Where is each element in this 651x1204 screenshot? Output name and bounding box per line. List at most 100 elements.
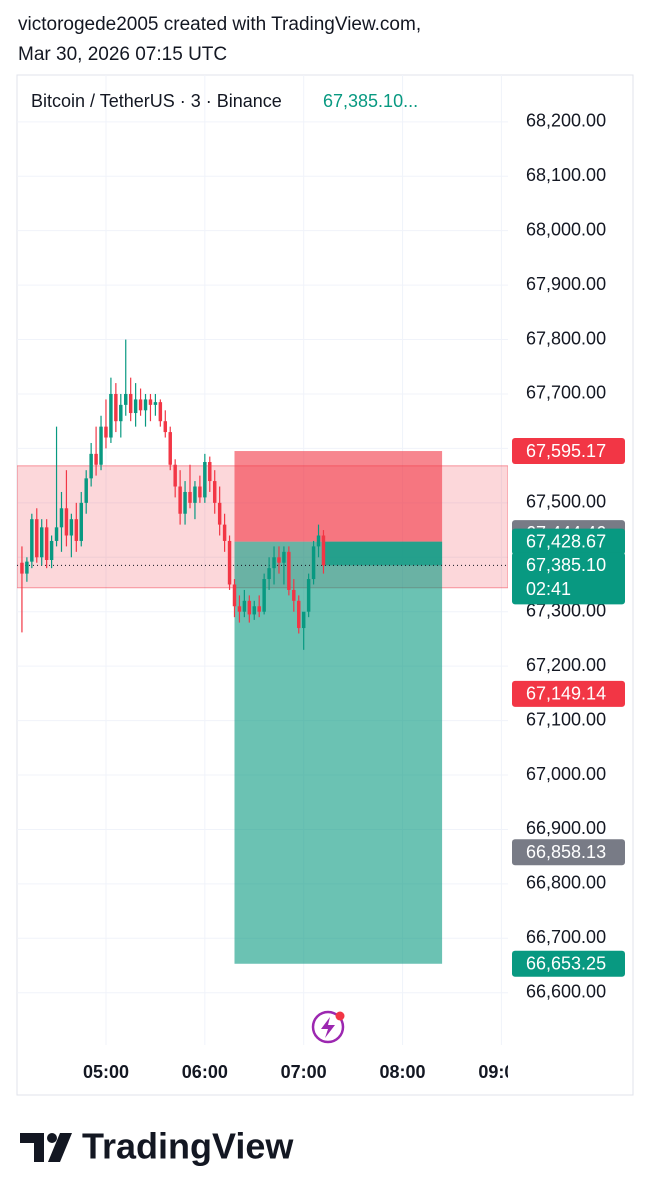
candle-body xyxy=(212,481,217,503)
candle-body xyxy=(292,589,296,601)
candle-body xyxy=(232,584,237,607)
candle-body xyxy=(59,508,64,528)
price-label-box xyxy=(512,839,625,866)
x-tick-label: 08:00 xyxy=(380,1062,426,1082)
position-stop xyxy=(234,451,443,542)
candle-body xyxy=(54,527,59,541)
last-price-label: 67,385.10 xyxy=(526,555,606,575)
candle-body xyxy=(64,508,69,536)
candle-body xyxy=(133,399,138,414)
position-target xyxy=(234,541,443,964)
candle-body xyxy=(89,453,93,479)
y-tick-label: 68,100.00 xyxy=(526,165,606,185)
candle-body xyxy=(178,486,182,514)
price-label: 67,595.17 xyxy=(526,441,606,461)
y-tick-label: 66,800.00 xyxy=(526,873,606,893)
candle-body xyxy=(282,551,286,563)
candle-body xyxy=(272,557,276,569)
candle-body xyxy=(79,502,83,541)
axes: 66,600.00 66,700.00 66,800.00 66,900.00 67,0… xyxy=(512,111,625,1001)
y-tick-label: 66,700.00 xyxy=(526,927,606,947)
candle-body xyxy=(208,462,212,482)
y-tick-label: 67,000.00 xyxy=(526,764,606,784)
countdown: 02:41 xyxy=(526,579,571,599)
header-line: Mar 30, 2026 07:15 UTC xyxy=(18,44,227,65)
y-tick-label: 67,200.00 xyxy=(526,655,606,675)
alert-icon[interactable] xyxy=(311,1010,345,1044)
candle-body xyxy=(74,519,79,541)
y-tick-label: 67,100.00 xyxy=(526,709,606,729)
candle-body xyxy=(242,600,247,612)
candle-body xyxy=(39,527,44,558)
chart-title: Bitcoin / TetherUS · 3 · Binance xyxy=(31,91,282,111)
candle-body xyxy=(163,421,168,433)
candle-body xyxy=(173,464,177,487)
legend-price: 67,385.10... xyxy=(323,91,418,111)
header-line: victorogede2005 created with TradingView… xyxy=(18,14,421,35)
candle-body xyxy=(124,393,128,405)
y-tick-label: 67,800.00 xyxy=(526,328,606,348)
candle-body xyxy=(25,561,29,574)
candle-body xyxy=(306,579,311,612)
candle-body xyxy=(104,426,108,438)
x-axis: 05:00 06:00 07:00 08:00 09:00 xyxy=(83,1062,524,1082)
x-tick-label: 06:00 xyxy=(182,1062,228,1082)
price-label: 67,428.67 xyxy=(526,531,606,551)
candle-body xyxy=(128,393,133,414)
y-tick-label: 67,300.00 xyxy=(526,600,606,620)
position-pnl xyxy=(323,541,443,566)
candle-body xyxy=(49,540,54,560)
candle-body xyxy=(267,568,271,580)
candle-body xyxy=(44,527,49,560)
candle-body xyxy=(69,519,74,536)
price-label-box xyxy=(512,528,625,555)
y-tick-label: 68,200.00 xyxy=(526,111,606,131)
candle-body xyxy=(301,611,306,629)
candle-body xyxy=(94,453,98,465)
candle-body xyxy=(148,399,153,405)
price-label-box xyxy=(512,950,625,977)
y-tick-label: 67,500.00 xyxy=(526,492,606,512)
candle-body xyxy=(287,551,291,590)
candle-body xyxy=(109,393,113,438)
price-label-box xyxy=(512,438,625,465)
candle-body xyxy=(311,546,316,580)
x-tick-label: 09:00 xyxy=(478,1062,524,1082)
candle-body xyxy=(188,491,192,503)
candle-body xyxy=(257,606,261,612)
candle-body xyxy=(168,432,172,465)
candle-body xyxy=(252,606,256,615)
candle-body xyxy=(119,404,123,422)
last-price-box xyxy=(512,552,625,605)
price-label-box xyxy=(512,680,625,707)
candle-body xyxy=(297,600,301,629)
candle-body xyxy=(222,524,227,541)
candle-body xyxy=(316,535,321,547)
candle-body xyxy=(158,402,163,422)
brand-name: TradingView xyxy=(82,1126,294,1167)
candle-body xyxy=(183,491,187,514)
plot-area xyxy=(17,75,508,1045)
y-tick-label: 66,900.00 xyxy=(526,818,606,838)
candle-body xyxy=(217,502,222,525)
candle-body xyxy=(138,399,143,411)
candle-body xyxy=(227,540,232,585)
candle-body xyxy=(30,519,34,562)
candle-body xyxy=(153,402,158,405)
candle-body xyxy=(84,478,88,503)
candle-body xyxy=(35,519,39,558)
price-label: 66,858.13 xyxy=(526,842,606,862)
candle-body xyxy=(237,606,242,612)
candle-body xyxy=(277,557,281,563)
price-label: 67,149.14 xyxy=(526,684,606,704)
candle-body xyxy=(198,486,202,498)
y-tick-label: 68,000.00 xyxy=(526,219,606,239)
candle-body xyxy=(143,399,148,411)
brand-logo xyxy=(20,1133,72,1162)
y-tick-label: 67,900.00 xyxy=(526,274,606,294)
candle-body xyxy=(247,600,252,615)
price-label: 66,653.25 xyxy=(526,954,606,974)
y-tick-label: 66,600.00 xyxy=(526,981,606,1001)
x-tick-label: 05:00 xyxy=(83,1062,129,1082)
